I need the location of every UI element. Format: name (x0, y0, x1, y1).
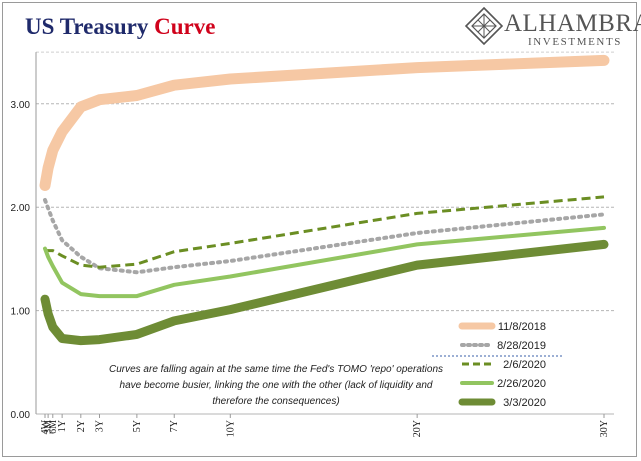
series-lines (39, 54, 610, 346)
gridlines (36, 51, 614, 415)
y-axis: 0.00 1.00 2.00 3.00 (11, 52, 37, 421)
chart-title: US Treasury Curve (25, 14, 215, 40)
legend-label: 8/28/2019 (497, 340, 546, 352)
x-tick-label: 4W (40, 419, 51, 434)
x-tick-label: 2Y (76, 420, 87, 432)
logo-name: ALHAMBRA (504, 10, 641, 37)
y-tick-label: 0.00 (11, 410, 31, 421)
x-tick-label: 10Y (225, 420, 236, 437)
legend-label: 2/26/2020 (497, 378, 546, 390)
x-tick-label: 5Y (132, 420, 143, 432)
series-line-2/6/2020 (45, 195, 605, 269)
diamond-lattice-icon (464, 6, 504, 46)
x-tick-label: 3M (43, 420, 54, 434)
legend-label: 3/3/2020 (503, 397, 546, 409)
x-tick-label: 30Y (599, 420, 610, 437)
y-tick-label: 1.00 (11, 307, 31, 318)
chart-annotation: Curves are falling again at the same tim… (108, 364, 444, 407)
y-tick-label: 2.00 (11, 203, 31, 214)
y-tick-label: 3.00 (11, 100, 31, 111)
chart-frame (2, 2, 637, 457)
title-main: US Treasury (25, 14, 149, 39)
series-line-11/8/2018 (39, 54, 610, 191)
series-line-3/3/2020 (40, 239, 609, 346)
title-accent: Curve (154, 14, 216, 39)
x-tick-label: 3Y (94, 420, 105, 432)
legend-label: 11/8/2018 (498, 321, 546, 333)
x-tick-label: 7Y (169, 420, 180, 432)
x-tick-label: 20Y (412, 420, 423, 437)
x-tick-label: 6M (48, 420, 59, 434)
series-line-2/26/2020 (43, 225, 606, 299)
legend: 11/8/2018 8/28/2019 2/6/2020 2/26/2020 3/3/2… (432, 321, 564, 409)
x-tick-label: 1Y (57, 420, 68, 432)
legend-label: 2/6/2020 (503, 359, 546, 371)
logo-subtitle: INVESTMENTS (528, 36, 622, 48)
